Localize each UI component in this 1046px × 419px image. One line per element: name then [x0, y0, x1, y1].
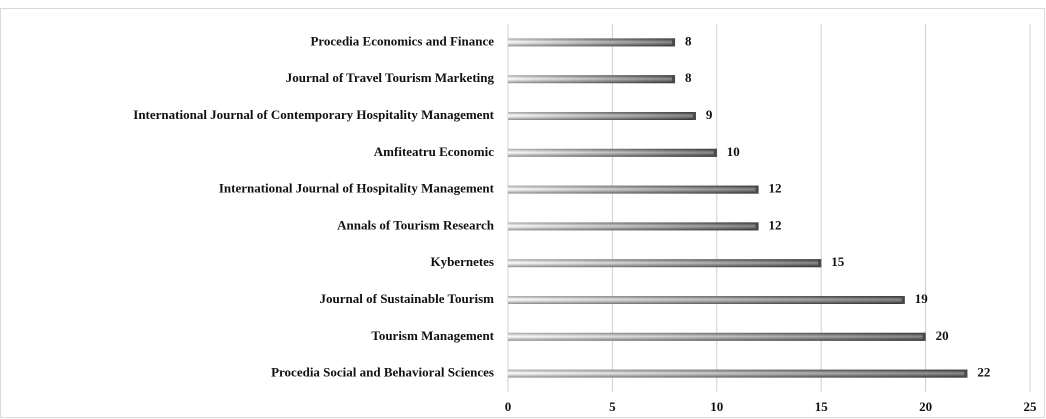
bar-cap	[713, 148, 717, 157]
value-label: 15	[831, 254, 845, 269]
bar-shade	[508, 112, 696, 120]
y-tick-label: International Journal of Hospitality Man…	[219, 181, 495, 196]
bar-shade	[508, 148, 717, 157]
x-tick-label: 5	[609, 399, 616, 414]
x-tick-label: 15	[815, 399, 829, 414]
x-tick-label: 20	[919, 399, 932, 414]
bar-cap	[672, 38, 676, 47]
value-label: 22	[977, 365, 990, 380]
bar-shade	[508, 296, 905, 304]
bar-cap	[901, 296, 905, 304]
x-tick-label: 25	[1024, 399, 1038, 414]
y-tick-label: Journal of Travel Tourism Marketing	[286, 70, 495, 85]
value-label: 12	[769, 181, 782, 196]
y-tick-label: Journal of Sustainable Tourism	[320, 291, 495, 306]
y-tick-label: Annals of Tourism Research	[337, 217, 495, 232]
y-tick-label: Amfiteatru Economic	[374, 144, 494, 159]
y-tick-label: Kybernetes	[430, 254, 494, 269]
y-tick-label: Tourism Management	[371, 328, 494, 343]
value-label: 8	[685, 70, 692, 85]
bar-cap	[922, 332, 926, 341]
value-label: 12	[769, 217, 782, 232]
bar-shade	[508, 75, 676, 84]
bar-cap	[692, 112, 696, 120]
bar-shade	[508, 332, 926, 341]
value-label: 9	[706, 107, 713, 122]
y-tick-label: International Journal of Contemporary Ho…	[133, 107, 494, 122]
bar-cap	[818, 259, 822, 268]
bar-cap	[672, 75, 676, 84]
value-label: 8	[685, 33, 692, 48]
bar-cap	[964, 369, 968, 378]
bar-shade	[508, 369, 968, 378]
bar-shade	[508, 259, 822, 268]
value-label: 19	[915, 291, 929, 306]
x-tick-label: 0	[505, 399, 512, 414]
value-label: 20	[936, 328, 949, 343]
bar-cap	[755, 185, 759, 194]
value-label: 10	[727, 144, 740, 159]
bar-shade	[508, 38, 676, 47]
bar-shade	[508, 222, 759, 231]
chart-border	[0, 8, 1045, 418]
bar-shade	[508, 185, 759, 194]
y-tick-label: Procedia Social and Behavioral Sciences	[271, 365, 494, 380]
y-tick-label: Procedia Economics and Finance	[310, 33, 494, 48]
bar-cap	[755, 222, 759, 231]
x-tick-label: 10	[710, 399, 723, 414]
